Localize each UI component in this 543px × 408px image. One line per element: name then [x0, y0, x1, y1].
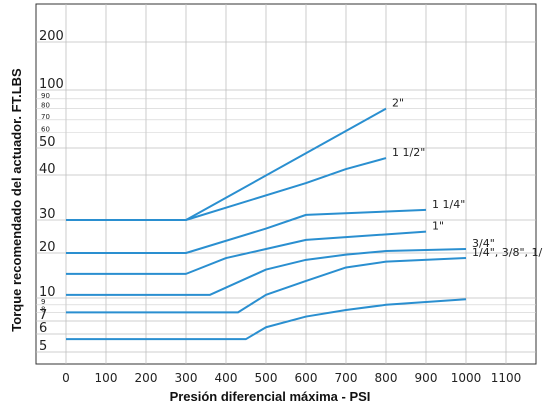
y-tick-label: 200 [39, 29, 64, 44]
y-tick-label: 7 [39, 308, 47, 323]
series-layer [66, 107, 467, 341]
series-line [66, 157, 387, 221]
y-tick-label: 20 [39, 240, 56, 255]
series-line [66, 230, 427, 275]
series-line [185, 107, 387, 221]
grid-layer [36, 4, 536, 364]
x-tick-label: 600 [295, 371, 318, 385]
x-tick-labels: 0 100 200 300 400 500 600 700 800 900 1000 1100 [62, 371, 521, 385]
x-tick-label: 900 [415, 371, 438, 385]
series-line [66, 208, 427, 254]
y-tick-labels: 5 67 10 20 30 40 50 100 200 89 60 70 80 90 [39, 29, 64, 354]
x-tick-label: 0 [62, 371, 70, 385]
x-tick-label: 1100 [491, 371, 522, 385]
series-labels: 2" 1 1/2" 1 1/4" 1" 3/4"1/4", 3/8", 1/2" [392, 97, 543, 259]
series-label: 1/4", 3/8", 1/2" [472, 246, 543, 259]
x-tick-label: 800 [375, 371, 398, 385]
y-tick-label-minor: 9 [41, 298, 45, 306]
y-tick-label: 40 [39, 162, 56, 177]
x-tick-label: 1000 [451, 371, 482, 385]
series-line [66, 257, 467, 314]
x-tick-label: 200 [135, 371, 158, 385]
series-line [66, 248, 467, 296]
y-tick-label: 100 [39, 77, 64, 92]
series-label: 3/4" [472, 237, 495, 250]
series-label: 1 1/4" [432, 198, 465, 211]
y-tick-label: 5 [39, 339, 47, 354]
series-label: 1" [432, 220, 444, 233]
series-label: 1 1/2" [392, 146, 425, 159]
y-tick-label-minor: 8 [41, 305, 45, 313]
series-line [66, 298, 467, 341]
y-tick-label: 6 [39, 321, 47, 336]
y-axis-title: Torque recomendado del actuador. FT.LBS [9, 68, 24, 332]
x-tick-label: 300 [175, 371, 198, 385]
y-tick-label: 30 [39, 207, 56, 222]
y-tick-label-minor: 80 [41, 102, 50, 110]
x-tick-label: 500 [255, 371, 278, 385]
x-axis-title: Presión diferencial máxima - PSI [170, 389, 371, 404]
y-tick-label-minor: 70 [41, 113, 50, 121]
series-label: 2" [392, 97, 404, 110]
plot-frame [35, 3, 537, 365]
x-tick-label: 400 [215, 371, 238, 385]
x-tick-label: 100 [95, 371, 118, 385]
y-tick-label-minor: 60 [41, 126, 50, 134]
y-tick-label: 50 [39, 135, 56, 150]
y-tick-label-minor: 90 [41, 92, 50, 100]
x-tick-label: 700 [335, 371, 358, 385]
y-tick-label: 10 [39, 285, 56, 300]
